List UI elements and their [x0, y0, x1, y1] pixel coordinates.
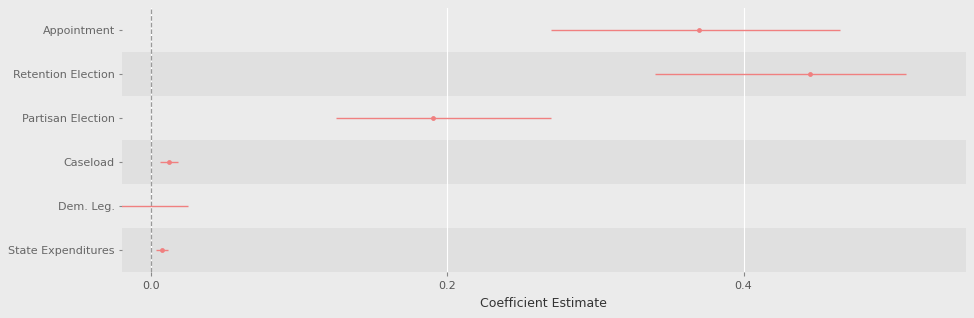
- Bar: [122, 140, 965, 184]
- X-axis label: Coefficient Estimate: Coefficient Estimate: [480, 297, 607, 310]
- Bar: [122, 8, 965, 52]
- Bar: [122, 228, 965, 272]
- Bar: [122, 184, 965, 228]
- Bar: [122, 96, 965, 140]
- Bar: [122, 52, 965, 96]
